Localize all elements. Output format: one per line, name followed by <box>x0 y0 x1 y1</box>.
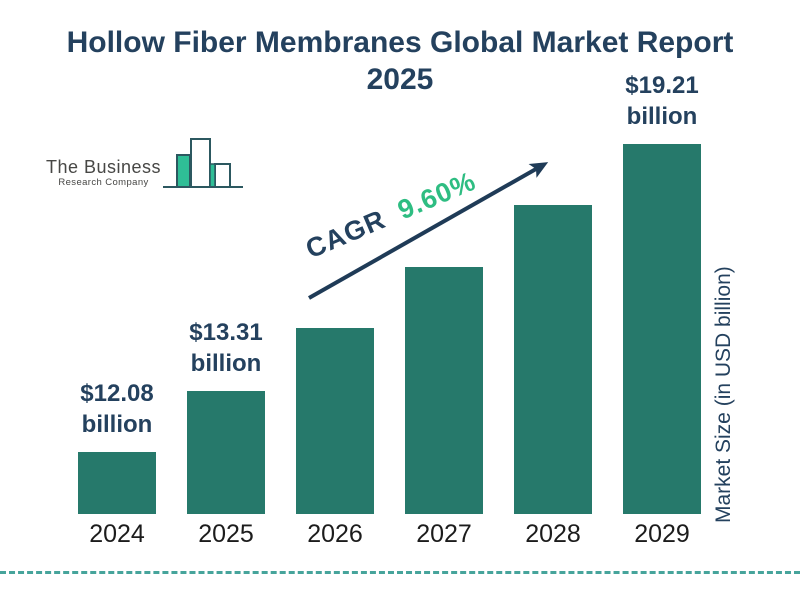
bar-column-2026: 2026 <box>296 60 374 549</box>
y-axis-label: Market Size (in USD billion) <box>712 266 735 523</box>
x-tick-label-2029: 2029 <box>634 520 690 548</box>
bar-column-2029: $19.21 billion 2029 <box>623 60 701 549</box>
x-tick-label-2028: 2028 <box>525 520 581 548</box>
bar-2028 <box>514 205 592 514</box>
company-logo: The Business Research Company <box>46 136 244 190</box>
chart-title-line2: 2025 <box>366 63 434 96</box>
x-tick-label-2027: 2027 <box>416 520 472 548</box>
bar-column-2028: 2028 <box>514 60 592 549</box>
logo-text: The Business Research Company <box>46 157 161 190</box>
bar-value-label-2024: $12.08 billion <box>80 380 154 438</box>
bar-column-2024: $12.08 billion 2024 <box>78 60 156 549</box>
x-tick-label-2025: 2025 <box>198 520 254 548</box>
bar-value-label-2029: $19.21 billion <box>625 72 699 130</box>
bar-column-2025: $13.31 billion 2025 <box>187 60 265 549</box>
logo-tagline: Research Company <box>58 177 149 188</box>
bar-2027 <box>405 267 483 514</box>
bar-column-2027: 2027 <box>405 60 483 549</box>
bar-chart-logo-icon <box>163 138 244 188</box>
x-tick-label-2026: 2026 <box>307 520 363 548</box>
chart-title-line1: Hollow Fiber Membranes Global Market Rep… <box>66 26 734 59</box>
chart-title: Hollow Fiber Membranes Global Market Rep… <box>0 24 800 98</box>
bar-columns: $12.08 billion 2024 $13.31 billion 2025 2026 20… <box>78 60 701 549</box>
logo-name: The Business <box>46 157 162 177</box>
bar-value-label-2025: $13.31 billion <box>189 319 263 377</box>
x-tick-label-2024: 2024 <box>89 520 145 548</box>
bar-2024 <box>78 452 156 514</box>
bottom-dashed-divider <box>0 571 800 574</box>
bar-2026 <box>296 328 374 514</box>
bar-2029 <box>623 144 701 514</box>
bar-2025 <box>187 391 265 514</box>
